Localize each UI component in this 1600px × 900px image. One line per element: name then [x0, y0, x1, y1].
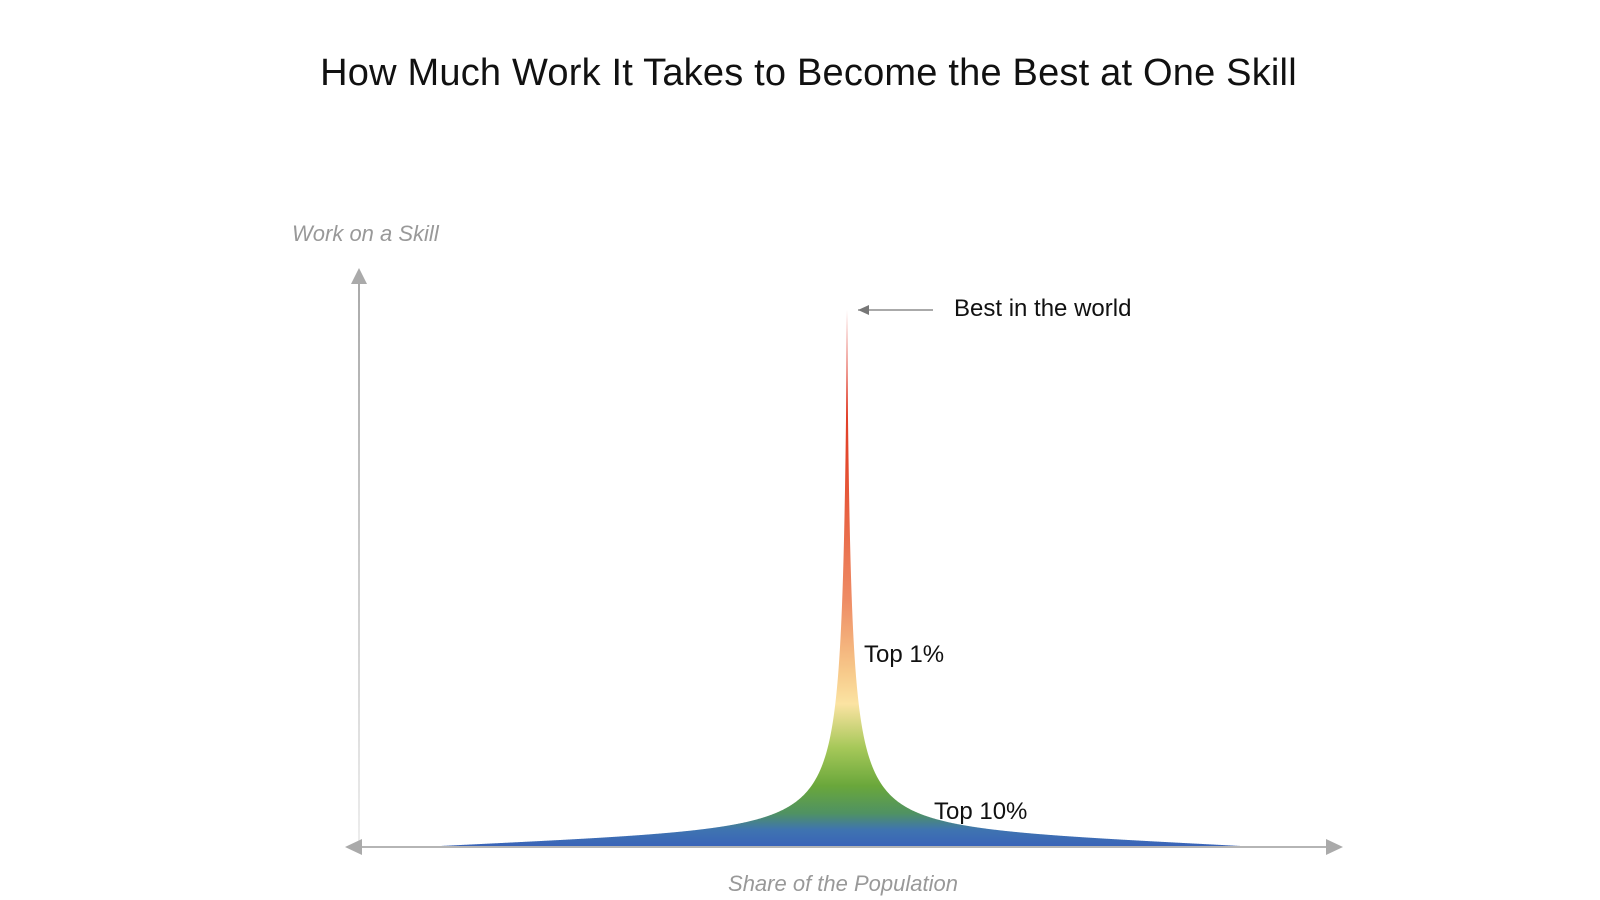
y-axis-label: Work on a Skill	[292, 221, 440, 246]
x-axis-right-arrow-icon	[1326, 839, 1343, 855]
top-1-percent-label: Top 1%	[864, 641, 944, 668]
peak-label: Best in the world	[954, 295, 1131, 322]
diagram-title: How Much Work It Takes to Become the Bes…	[320, 52, 1297, 94]
y-axis-arrow-icon	[351, 268, 367, 284]
peak-pointer-arrow-icon	[858, 305, 869, 315]
top-10-percent-label: Top 10%	[934, 798, 1027, 825]
x-axis-label: Share of the Population	[728, 871, 958, 896]
distribution-curve	[420, 310, 1260, 847]
x-axis-left-arrow-icon	[345, 839, 362, 855]
